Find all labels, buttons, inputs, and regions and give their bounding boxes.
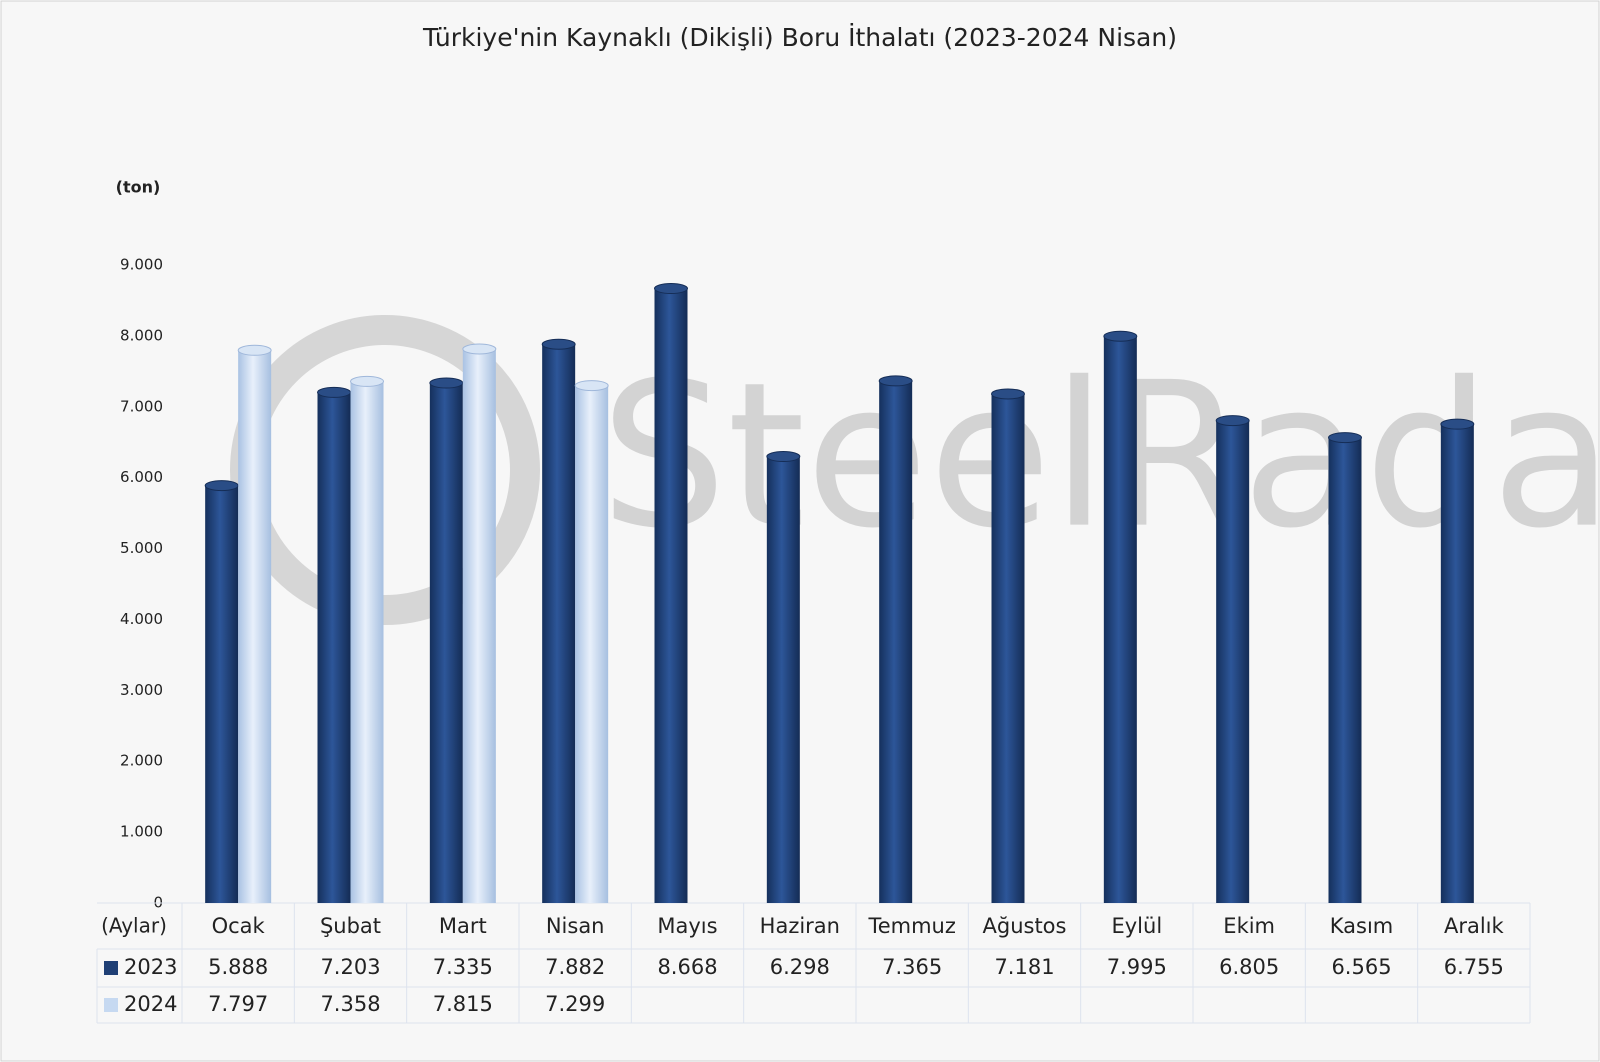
x-tick-label: Nisan	[546, 914, 605, 938]
bar	[991, 393, 1025, 903]
chart-title: Türkiye'nin Kaynaklı (Dikişli) Boru İtha…	[422, 23, 1177, 52]
bar	[654, 288, 688, 903]
data-label: 8.668	[657, 955, 717, 979]
bar	[1440, 424, 1474, 903]
x-tick-label: Kasım	[1330, 914, 1394, 938]
bar	[542, 344, 576, 903]
data-label: 7.358	[320, 992, 380, 1016]
bar	[462, 349, 496, 904]
bar-cap	[1440, 418, 1475, 430]
data-label: 5.888	[208, 955, 268, 979]
legend-label: 2023	[124, 955, 177, 979]
data-label: 7.299	[545, 992, 605, 1016]
bar	[350, 381, 384, 904]
y-tick-label: 9.000	[120, 256, 163, 274]
y-tick-label: 6.000	[120, 468, 163, 486]
x-tick-label: Mart	[439, 914, 487, 938]
x-tick-label: Ekim	[1223, 914, 1275, 938]
legend-swatch	[104, 961, 118, 975]
x-tick-label: Ağustos	[983, 914, 1067, 938]
bar-cap	[766, 451, 801, 463]
data-label: 7.335	[433, 955, 493, 979]
bar	[205, 485, 239, 903]
bar	[317, 392, 351, 903]
x-tick-label: Ocak	[212, 914, 266, 938]
x-tick-label: Şubat	[320, 914, 381, 938]
y-tick-label: 2.000	[120, 752, 163, 770]
data-label: 7.815	[433, 992, 493, 1016]
legend-swatch	[104, 998, 118, 1012]
bar-cap	[237, 344, 272, 356]
y-tick-label: 7.000	[120, 397, 163, 415]
bar-cap	[429, 377, 464, 389]
x-tick-label: Temmuz	[867, 914, 955, 938]
bar-cap	[462, 343, 497, 355]
y-tick-label: 8.000	[120, 326, 163, 344]
bar-cap	[991, 388, 1025, 400]
bar	[879, 380, 913, 903]
data-label: 7.882	[545, 955, 605, 979]
bar-cap	[317, 386, 351, 398]
bar	[238, 350, 272, 904]
bar-cap	[654, 283, 688, 295]
bar	[429, 383, 463, 903]
y-tick-label: 3.000	[120, 681, 163, 699]
bar-cap	[541, 338, 576, 350]
x-tick-label: Aralık	[1444, 914, 1505, 938]
data-label: 7.365	[882, 955, 942, 979]
bar-cap	[878, 375, 913, 387]
data-label: 7.797	[208, 992, 268, 1016]
data-label: 6.565	[1331, 955, 1391, 979]
bar	[1216, 420, 1250, 903]
bar-cap	[1328, 432, 1362, 444]
bar	[1328, 437, 1362, 903]
data-label: 6.755	[1444, 955, 1504, 979]
x-tick-label: Mayıs	[657, 914, 717, 938]
bar-cap	[1215, 415, 1250, 427]
y-tick-label: 1.000	[120, 823, 163, 841]
data-label: 7.995	[1107, 955, 1167, 979]
data-label: 7.181	[994, 955, 1054, 979]
x-axis-label: (Aylar)	[101, 914, 167, 938]
bar-cap	[204, 480, 239, 492]
y-tick-label: 4.000	[120, 610, 163, 628]
bar-cap	[574, 380, 609, 392]
bar-cap	[1103, 330, 1138, 342]
bar	[575, 385, 609, 903]
data-label: 6.298	[770, 955, 830, 979]
x-tick-label: Eylül	[1111, 914, 1162, 938]
y-axis-label: (ton)	[116, 178, 161, 197]
data-label: 7.203	[320, 955, 380, 979]
legend-label: 2024	[124, 992, 177, 1016]
bar-cap	[350, 375, 384, 387]
data-label: 6.805	[1219, 955, 1279, 979]
bar	[1103, 336, 1137, 903]
y-tick-label: 5.000	[120, 539, 163, 557]
x-tick-label: Haziran	[760, 914, 840, 938]
bar	[766, 456, 800, 903]
